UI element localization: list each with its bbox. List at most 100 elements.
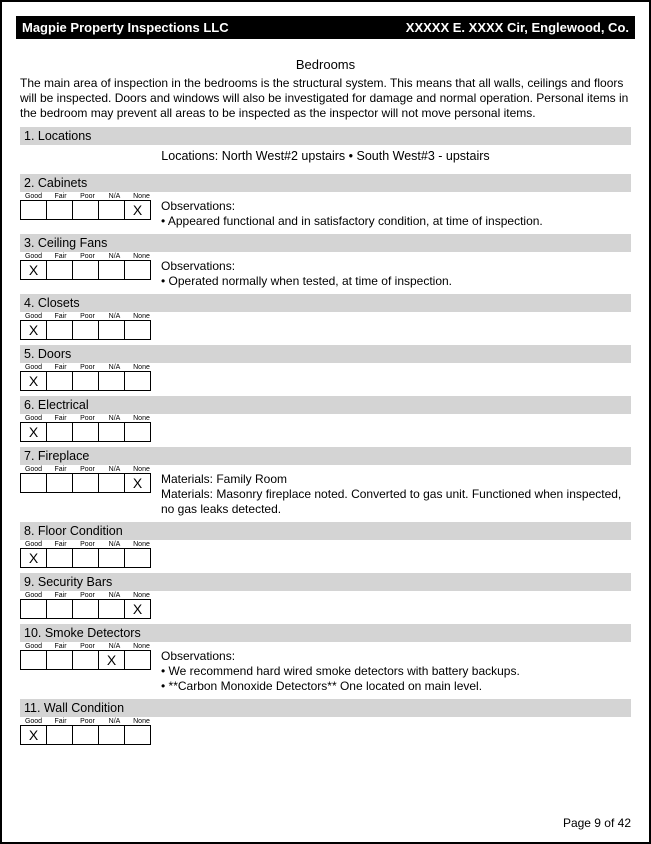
rating-column-label: None (128, 415, 155, 422)
section-item: GoodFairPoorN/ANoneX (20, 415, 631, 442)
rating-box: X (124, 473, 151, 493)
rating-box (124, 371, 151, 391)
rating-column-label: Fair (47, 718, 74, 725)
section-notes (161, 592, 631, 598)
rating-box (98, 320, 125, 340)
rating-box (98, 548, 125, 568)
rating-column-label: Fair (47, 253, 74, 260)
section-notes (161, 313, 631, 319)
rating-column-label: N/A (101, 193, 128, 200)
rating-column-label: None (128, 718, 155, 725)
section-header: 8. Floor Condition (20, 522, 631, 540)
rating-column-label: Poor (74, 313, 101, 320)
rating-column-label: Fair (47, 364, 74, 371)
section-notes (161, 364, 631, 370)
section-header: 2. Cabinets (20, 174, 631, 192)
rating-box (98, 260, 125, 280)
rating-box: X (20, 320, 47, 340)
section-notes (161, 415, 631, 421)
section-notes: Observations:• We recommend hard wired s… (161, 643, 631, 694)
rating-column-label: N/A (101, 364, 128, 371)
rating-column-label: None (128, 364, 155, 371)
intro-text: The main area of inspection in the bedro… (20, 76, 631, 121)
rating-box (46, 725, 73, 745)
rating-box (46, 473, 73, 493)
rating-column-label: Fair (47, 541, 74, 548)
rating-box (72, 548, 99, 568)
section-notes: Observations:• Operated normally when te… (161, 253, 631, 289)
rating-column-label: N/A (101, 718, 128, 725)
property-address: XXXXX E. XXXX Cir, Englewood, Co. (406, 20, 629, 35)
rating-column-label: None (128, 541, 155, 548)
rating-box (46, 650, 73, 670)
section-header: 7. Fireplace (20, 447, 631, 465)
rating-column-label: Poor (74, 643, 101, 650)
rating-column-label: Poor (74, 415, 101, 422)
rating-column-label: Fair (47, 193, 74, 200)
rating-column-label: Good (20, 364, 47, 371)
rating-column-label: None (128, 592, 155, 599)
rating-column-label: Fair (47, 415, 74, 422)
section-item: GoodFairPoorN/ANoneXObservations:• We re… (20, 643, 631, 694)
rating-column-label: N/A (101, 466, 128, 473)
section-item: GoodFairPoorN/ANoneX (20, 313, 631, 340)
section-header: 4. Closets (20, 294, 631, 312)
section-item: GoodFairPoorN/ANoneXObservations:• Appea… (20, 193, 631, 229)
rating-box (46, 422, 73, 442)
rating-box (124, 260, 151, 280)
section-item: GoodFairPoorN/ANoneX (20, 592, 631, 619)
page-title: Bedrooms (20, 57, 631, 72)
section-header: 10. Smoke Detectors (20, 624, 631, 642)
rating-box (98, 371, 125, 391)
rating-column-label: N/A (101, 541, 128, 548)
rating-column-label: Poor (74, 193, 101, 200)
section-header: 11. Wall Condition (20, 699, 631, 717)
rating-column-label: Poor (74, 364, 101, 371)
rating-grid: GoodFairPoorN/ANoneX (20, 193, 155, 220)
sections-container: 1. LocationsLocations: North West#2 upst… (20, 127, 631, 745)
rating-column-label: N/A (101, 592, 128, 599)
section-header: 3. Ceiling Fans (20, 234, 631, 252)
section-notes: Materials: Family RoomMaterials: Masonry… (161, 466, 631, 517)
rating-grid: GoodFairPoorN/ANoneX (20, 313, 155, 340)
rating-box (124, 650, 151, 670)
header-bar: Magpie Property Inspections LLC XXXXX E.… (16, 16, 635, 39)
section-header: 6. Electrical (20, 396, 631, 414)
section-item: GoodFairPoorN/ANoneX (20, 718, 631, 745)
rating-box (98, 725, 125, 745)
rating-box: X (20, 422, 47, 442)
rating-box (98, 473, 125, 493)
rating-box: X (98, 650, 125, 670)
rating-box (98, 599, 125, 619)
rating-grid: GoodFairPoorN/ANoneX (20, 415, 155, 442)
section-notes (161, 541, 631, 547)
rating-column-label: Good (20, 415, 47, 422)
rating-box: X (124, 599, 151, 619)
rating-grid: GoodFairPoorN/ANoneX (20, 643, 155, 670)
section-item: GoodFairPoorN/ANoneXMaterials: Family Ro… (20, 466, 631, 517)
rating-box (72, 371, 99, 391)
rating-column-label: Good (20, 541, 47, 548)
section-header: 5. Doors (20, 345, 631, 363)
rating-box (72, 200, 99, 220)
rating-box (72, 650, 99, 670)
rating-box: X (20, 371, 47, 391)
page-content: Bedrooms The main area of inspection in … (2, 57, 649, 745)
rating-column-label: Good (20, 313, 47, 320)
section-notes: Observations:• Appeared functional and i… (161, 193, 631, 229)
locations-text: Locations: North West#2 upstairs • South… (20, 145, 631, 169)
rating-box (20, 650, 47, 670)
rating-column-label: Poor (74, 718, 101, 725)
rating-box (46, 548, 73, 568)
rating-box: X (124, 200, 151, 220)
rating-column-label: Poor (74, 466, 101, 473)
rating-box: X (20, 548, 47, 568)
rating-column-label: Fair (47, 313, 74, 320)
section-header: 1. Locations (20, 127, 631, 145)
rating-column-label: Good (20, 253, 47, 260)
rating-box (46, 260, 73, 280)
section-notes (161, 718, 631, 724)
rating-box (98, 200, 125, 220)
rating-box (46, 200, 73, 220)
rating-box (72, 473, 99, 493)
